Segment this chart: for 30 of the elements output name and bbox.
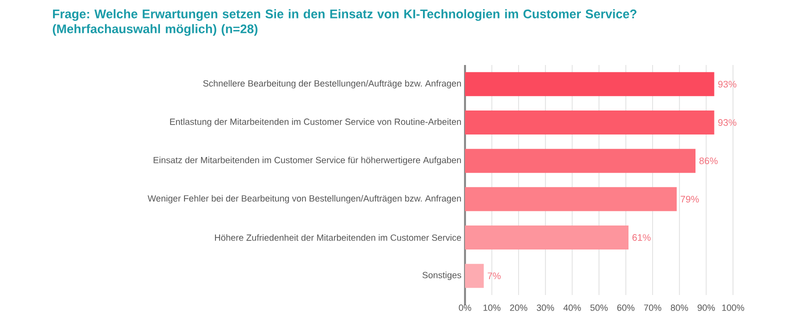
- y-tick-label: Schnellere Bearbeitung der Bestellungen/Aufträge bzw. Anfragen: [203, 80, 461, 88]
- x-tick-label: 90%: [698, 304, 715, 311]
- y-tick-label: Sonstiges: [422, 272, 462, 280]
- x-tick-label: 50%: [590, 304, 608, 311]
- bar: [465, 72, 714, 96]
- x-tick-label: 100%: [722, 304, 744, 311]
- data-label: 79%: [680, 196, 699, 203]
- x-tick-label: 30%: [536, 304, 554, 311]
- bar: [465, 187, 677, 212]
- x-tick-label: 0%: [458, 304, 472, 311]
- data-label: 93%: [718, 119, 736, 126]
- bar: [465, 264, 484, 288]
- x-tick-label: 80%: [670, 304, 688, 311]
- x-tick-label: 20%: [510, 304, 528, 311]
- bar: [465, 148, 696, 173]
- x-tick-label: 60%: [617, 304, 634, 311]
- y-tick-label: Entlastung der Mitarbeitenden im Customer Service von Routine-Arbeiten: [170, 118, 461, 127]
- data-label: 86%: [699, 157, 718, 164]
- y-tick-label: Höhere Zufriedenheit der Mitarbeitenden im Customer Service: [215, 234, 462, 241]
- x-tick-label: 10%: [484, 304, 500, 311]
- text: Frage: Welche Erwartungen setzen Sie in den Einsatz von KI-Technologien im Customer Service? (Mehrfachauswahl möglich) (n=28): [52, 9, 636, 36]
- x-tick-label: 70%: [644, 304, 662, 311]
- bar: [465, 226, 628, 250]
- y-tick-label: Einsatz der Mitarbeitenden im Customer Service für höherwertigere Aufgaben: [154, 156, 461, 166]
- bar: [465, 110, 714, 134]
- data-label: 61%: [632, 234, 651, 241]
- data-label: 7%: [488, 272, 501, 280]
- data-label: 93%: [718, 80, 736, 88]
- y-tick-label: Weniger Fehler bei der Bearbeitung von Bestellungen/Aufträgen bzw. Anfragen: [148, 194, 461, 204]
- x-tick-label: 40%: [563, 304, 581, 311]
